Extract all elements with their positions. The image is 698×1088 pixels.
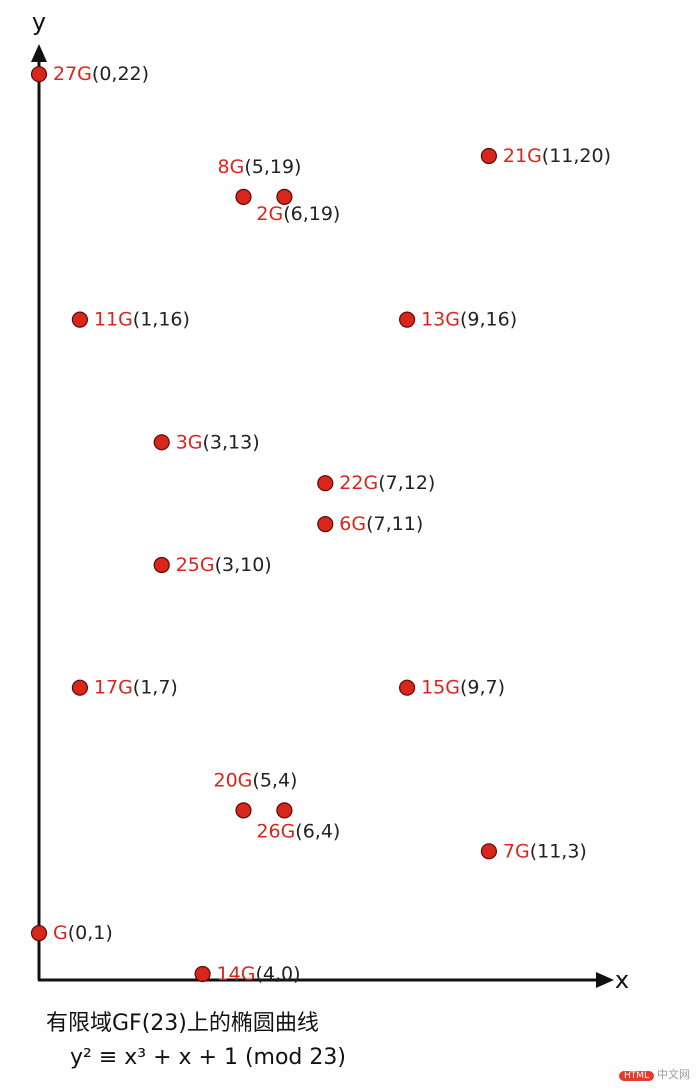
point-label-coord: (4,0) [256,963,301,985]
point-label-multiple: 25G [176,554,215,576]
x-axis-arrow [596,972,614,988]
point-label: 20G(5,4) [214,769,298,791]
data-point [30,66,48,83]
point-label: 6G(7,11) [339,513,423,535]
point-label: G(0,1) [53,922,113,944]
point-label-coord: (5,4) [252,769,297,791]
watermark: HTML 中文网 [618,1066,690,1082]
point-label-coord: (0,22) [92,63,149,85]
data-point [399,311,416,328]
axes: y x [31,8,629,994]
point-label: 3G(3,13) [176,431,260,453]
point-label-multiple: 20G [214,769,253,791]
point-label-coord: (3,10) [215,554,272,576]
point-label-coord: (5,19) [244,156,301,178]
point-label-multiple: 26G [256,820,295,842]
data-point [71,311,89,328]
data-point [276,802,293,819]
point-label: 8G(5,19) [218,156,302,178]
point-label: 7G(11,3) [503,840,587,862]
data-point [71,679,89,696]
point-label: 27G(0,22) [53,63,149,85]
point-label: 26G(6,4) [256,820,340,842]
point-label-multiple: 2G [256,203,283,225]
watermark-text: 中文网 [657,1068,690,1081]
point-label: 11G(1,16) [94,309,190,331]
point-label: 25G(3,10) [176,554,272,576]
point-label: 22G(7,12) [339,472,435,494]
point-label-multiple: 6G [339,513,366,535]
data-point [235,802,252,819]
point-label-coord: (1,16) [133,309,190,331]
data-point [399,679,416,696]
point-label-coord: (11,20) [542,145,611,167]
data-point [276,188,293,205]
point-label-multiple: 14G [217,963,256,985]
point-label-multiple: 7G [503,840,530,862]
point-label-multiple: 13G [421,309,460,331]
point-label-coord: (3,13) [203,431,260,453]
point-label-multiple: 27G [53,63,92,85]
x-axis-title: x [615,966,629,994]
watermark-badge: HTML [618,1071,654,1081]
point-label-coord: (7,12) [378,472,435,494]
point-label-coord: (1,7) [133,677,178,699]
data-point [480,147,497,165]
data-point [194,965,211,983]
point-label-coord: (9,16) [460,309,517,331]
point-label-multiple: 3G [176,431,203,453]
point-label: 21G(11,20) [503,145,611,167]
point-label-coord: (0,1) [68,922,113,944]
point-label: 17G(1,7) [94,677,178,699]
point-label: 13G(9,16) [421,309,517,331]
caption-equation: y² ≡ x³ + x + 1 (mod 23) [70,1045,346,1070]
data-point [480,843,497,860]
data-point [235,188,252,205]
point-label: 15G(9,7) [421,677,505,699]
points-layer: 27G(0,22)21G(11,20)8G(5,19)2G(6,19)11G(1… [30,63,611,985]
y-axis-arrow [31,44,47,62]
point-label-coord: (9,7) [460,677,505,699]
point-label-multiple: 15G [421,677,460,699]
y-axis-title: y [32,8,46,36]
data-point [30,924,48,942]
data-point [153,556,170,574]
point-label-multiple: 8G [218,156,245,178]
point-label-coord: (11,3) [530,840,587,862]
point-label-multiple: 11G [94,309,133,331]
point-label: 2G(6,19) [256,203,340,225]
point-label: 14G(4,0) [217,963,301,985]
point-label-multiple: 17G [94,677,133,699]
point-label-coord: (6,19) [283,203,340,225]
caption: 有限域GF(23)上的椭圆曲线 y² ≡ x³ + x + 1 (mod 23) [46,1011,346,1070]
point-label-multiple: 21G [503,145,542,167]
data-point [153,434,170,451]
data-point [317,515,334,533]
data-point [317,475,334,492]
point-label-coord: (6,4) [295,820,340,842]
point-label-multiple: G [53,922,68,944]
point-label-multiple: 22G [339,472,378,494]
point-label-coord: (7,11) [366,513,423,535]
caption-title: 有限域GF(23)上的椭圆曲线 [46,1011,319,1036]
